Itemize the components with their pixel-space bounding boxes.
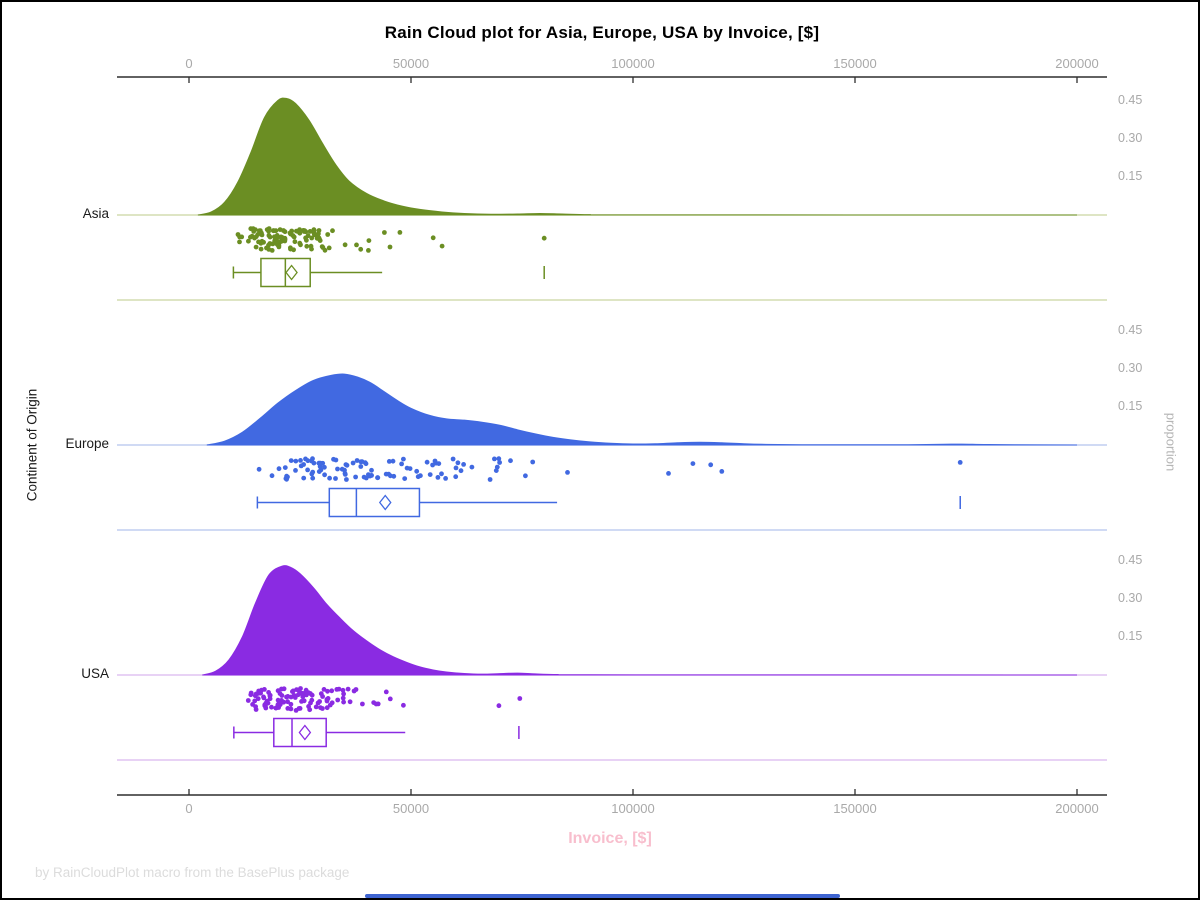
- proportion-tick-label: 0.15: [1118, 629, 1143, 643]
- proportion-tick-label: 0.30: [1118, 361, 1143, 375]
- horizontal-scrollbar-thumb[interactable]: [365, 894, 840, 898]
- proportion-tick-label: 0.30: [1118, 131, 1143, 145]
- y-axis-label-right: proportion: [1163, 412, 1179, 472]
- x-tick-label-top: 150000: [833, 56, 877, 71]
- iqr-box: [328, 487, 421, 518]
- density-cloud: [202, 565, 1078, 676]
- x-tick-label-top: 200000: [1055, 56, 1099, 71]
- panel-usa: [117, 565, 1107, 761]
- proportion-tick-label: 0.30: [1118, 591, 1143, 605]
- y-axis-label-left: Continent of Origin: [24, 388, 40, 502]
- category-label-asia: Asia: [82, 206, 109, 221]
- box-plot: [233, 717, 520, 748]
- proportion-tick-label: 0.45: [1118, 93, 1143, 107]
- rain-points: [256, 456, 963, 482]
- plot-title: Rain Cloud plot for Asia, Europe, USA by…: [384, 23, 820, 42]
- mean-diamond: [378, 494, 392, 511]
- x-axis-bottom: [117, 789, 1107, 796]
- x-tick-label-bottom: 0: [185, 801, 193, 816]
- category-label-usa: USA: [81, 666, 109, 681]
- footer-credit: by RainCloudPlot macro from the BasePlus…: [35, 865, 350, 880]
- rain-points: [245, 686, 523, 713]
- box-plot: [232, 257, 545, 288]
- proportion-tick-label: 0.15: [1118, 169, 1143, 183]
- x-axis-label: Invoice, [$]: [568, 830, 652, 847]
- proportion-tick-label: 0.45: [1118, 323, 1143, 337]
- x-tick-label-top: 50000: [392, 56, 430, 71]
- x-tick-label-bottom: 50000: [392, 801, 430, 816]
- rain-points: [235, 226, 547, 253]
- mean-diamond: [298, 724, 312, 741]
- x-tick-label-bottom: 100000: [611, 801, 655, 816]
- panel-asia: [117, 97, 1107, 301]
- proportion-tick-label: 0.15: [1118, 399, 1143, 413]
- box-plot: [256, 487, 961, 518]
- x-tick-label-top: 0: [185, 56, 193, 71]
- x-axis-top: [117, 76, 1107, 83]
- panel-europe: [117, 373, 1107, 531]
- x-tick-label-bottom: 150000: [833, 801, 877, 816]
- x-tick-label-top: 100000: [611, 56, 655, 71]
- density-cloud: [197, 97, 1078, 216]
- category-label-europe: Europe: [65, 436, 109, 451]
- density-cloud: [206, 373, 1078, 446]
- mean-diamond: [285, 264, 298, 281]
- proportion-tick-label: 0.45: [1118, 553, 1143, 567]
- x-tick-label-bottom: 200000: [1055, 801, 1099, 816]
